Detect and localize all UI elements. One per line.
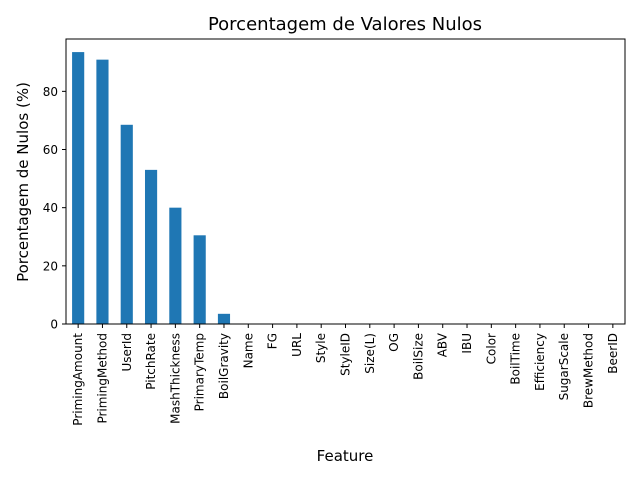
y-tick-label: 60 — [43, 143, 58, 157]
x-tick-label: Efficiency — [533, 333, 547, 391]
y-tick-label: 80 — [43, 85, 58, 99]
x-tick-label: PrimaryTemp — [193, 333, 207, 411]
x-tick-label: Name — [241, 333, 255, 368]
x-axis-ticks: PrimingAmount PrimingMethod UserId PitchRat… — [71, 324, 620, 426]
bar-boilgravity — [217, 313, 231, 324]
bar-primarytemp — [193, 235, 206, 324]
x-tick-label: ABV — [436, 332, 450, 357]
x-tick-label: BoilTime — [509, 333, 523, 385]
x-tick-label: FG — [266, 333, 280, 349]
x-axis-label: Feature — [317, 447, 374, 465]
y-tick-label: 0 — [50, 318, 58, 332]
bar-userid — [120, 124, 133, 324]
x-tick-label: IBU — [460, 333, 474, 354]
x-tick-label: MashThickness — [168, 333, 182, 424]
x-tick-label: PitchRate — [144, 333, 158, 390]
chart-title: Porcentagem de Valores Nulos — [208, 14, 482, 35]
y-axis-ticks: 0 20 40 60 80 — [43, 85, 66, 332]
bar-pitchrate — [144, 169, 158, 324]
x-tick-label: URL — [290, 333, 304, 357]
x-tick-label: UserId — [120, 333, 134, 372]
y-axis-label: Porcentagem de Nulos (%) — [14, 82, 32, 282]
x-tick-label: OG — [387, 333, 401, 352]
bar-primingmethod — [96, 59, 109, 325]
x-tick-label: Color — [484, 333, 498, 364]
x-tick-label: BoilGravity — [217, 333, 231, 399]
x-tick-label: PrimingMethod — [95, 333, 109, 424]
bar-mashthickness — [169, 207, 182, 324]
x-tick-label: Size(L) — [363, 333, 377, 374]
plot-frame — [65, 38, 626, 325]
x-tick-label: BeerID — [606, 333, 620, 374]
x-tick-label: PrimingAmount — [71, 333, 85, 426]
x-tick-label: StyleID — [339, 333, 353, 376]
x-tick-label: BoilSize — [411, 333, 425, 380]
x-tick-label: Style — [314, 333, 328, 363]
x-tick-label: SugarScale — [557, 333, 571, 400]
bars-group — [72, 52, 231, 325]
y-tick-label: 40 — [43, 201, 58, 215]
x-tick-label: BrewMethod — [582, 333, 596, 408]
bar-primingamount — [72, 52, 85, 325]
y-tick-label: 20 — [43, 259, 58, 273]
